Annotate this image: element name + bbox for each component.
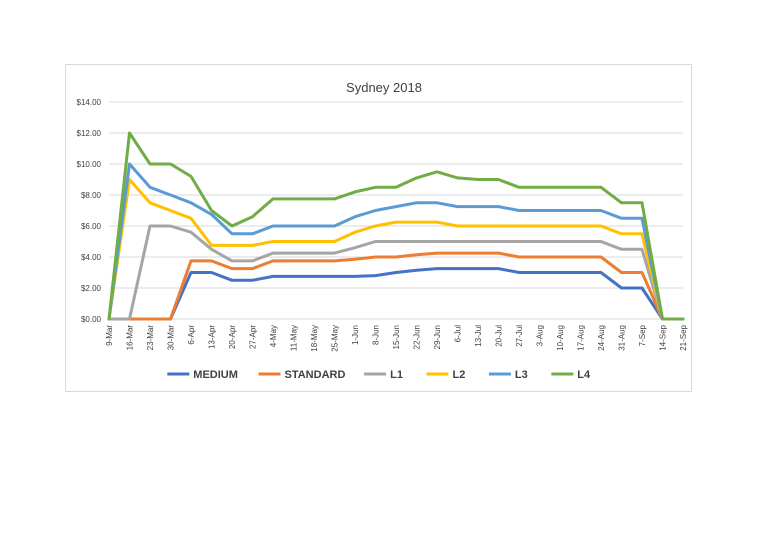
y-tick-label: $4.00 bbox=[81, 253, 102, 262]
x-tick-label: 31-Aug bbox=[618, 325, 627, 351]
legend: MEDIUM STANDARD L1 L2 L3 L4 bbox=[167, 369, 591, 381]
series-lines bbox=[107, 131, 685, 321]
x-tick-label: 30-Mar bbox=[167, 325, 176, 351]
x-tick-label: 4-May bbox=[269, 325, 278, 347]
x-tick-label: 17-Aug bbox=[577, 325, 586, 351]
x-tick-label: 24-Aug bbox=[597, 325, 606, 351]
x-tick-label: 15-Jun bbox=[392, 325, 401, 349]
line-chart: Sydney 2018 $0.00 $2.00 $4.00 $6.00 $8.00 $10… bbox=[77, 80, 688, 381]
y-tick-label: $0.00 bbox=[81, 315, 102, 324]
x-tick-label: 27-Apr bbox=[249, 325, 258, 349]
series-line-l3 bbox=[107, 162, 685, 321]
y-axis-ticks: $0.00 $2.00 $4.00 $6.00 $8.00 $10.00 $12.00 $14… bbox=[77, 98, 102, 324]
legend-label: MEDIUM bbox=[193, 369, 238, 381]
y-tick-label: $8.00 bbox=[81, 191, 102, 200]
x-tick-label: 8-Jun bbox=[372, 325, 381, 345]
y-tick-label: $14.00 bbox=[77, 98, 102, 107]
x-tick-label: 20-Jul bbox=[495, 325, 504, 347]
x-tick-label: 10-Aug bbox=[556, 325, 565, 351]
x-tick-label: 16-Mar bbox=[126, 325, 135, 351]
series-line-l2 bbox=[107, 178, 685, 321]
y-tick-label: $6.00 bbox=[81, 222, 102, 231]
x-tick-label: 25-May bbox=[331, 325, 340, 352]
x-tick-label: 9-Mar bbox=[105, 325, 114, 346]
x-tick-label: 7-Sep bbox=[638, 324, 647, 346]
x-tick-label: 18-May bbox=[310, 325, 319, 352]
x-tick-label: 21-Sep bbox=[679, 324, 688, 350]
legend-label: L3 bbox=[515, 369, 528, 381]
x-axis-ticks: 9-Mar 16-Mar 23-Mar 30-Mar 6-Apr 13-Apr 20-Apr… bbox=[105, 324, 688, 351]
series-line-l4 bbox=[107, 131, 685, 321]
legend-label: L2 bbox=[453, 369, 466, 381]
chart-title: Sydney 2018 bbox=[346, 80, 422, 95]
series-line-medium bbox=[107, 267, 685, 321]
x-tick-label: 6-Apr bbox=[187, 325, 196, 345]
x-tick-label: 1-Jun bbox=[351, 325, 360, 345]
legend-label: L1 bbox=[390, 369, 403, 381]
x-tick-label: 13-Apr bbox=[208, 325, 217, 349]
legend-label: L4 bbox=[577, 369, 591, 381]
x-tick-label: 6-Jul bbox=[454, 325, 463, 343]
x-tick-label: 20-Apr bbox=[228, 325, 237, 349]
y-tick-label: $10.00 bbox=[77, 160, 102, 169]
legend-label: STANDARD bbox=[285, 369, 346, 381]
x-tick-label: 3-Aug bbox=[536, 325, 545, 346]
x-tick-label: 27-Jul bbox=[515, 325, 524, 347]
x-tick-label: 13-Jul bbox=[474, 325, 483, 347]
x-tick-label: 29-Jun bbox=[433, 325, 442, 349]
x-tick-label: 23-Mar bbox=[146, 325, 155, 351]
x-tick-label: 11-May bbox=[290, 325, 299, 351]
chart-area: Sydney 2018 $0.00 $2.00 $4.00 $6.00 $8.00 $10… bbox=[65, 64, 692, 392]
y-tick-label: $2.00 bbox=[81, 284, 102, 293]
series-line-standard bbox=[107, 251, 685, 321]
x-tick-label: 14-Sep bbox=[659, 324, 668, 350]
x-tick-label: 22-Jun bbox=[413, 325, 422, 349]
series-line-l1 bbox=[107, 224, 685, 321]
y-tick-label: $12.00 bbox=[77, 129, 102, 138]
